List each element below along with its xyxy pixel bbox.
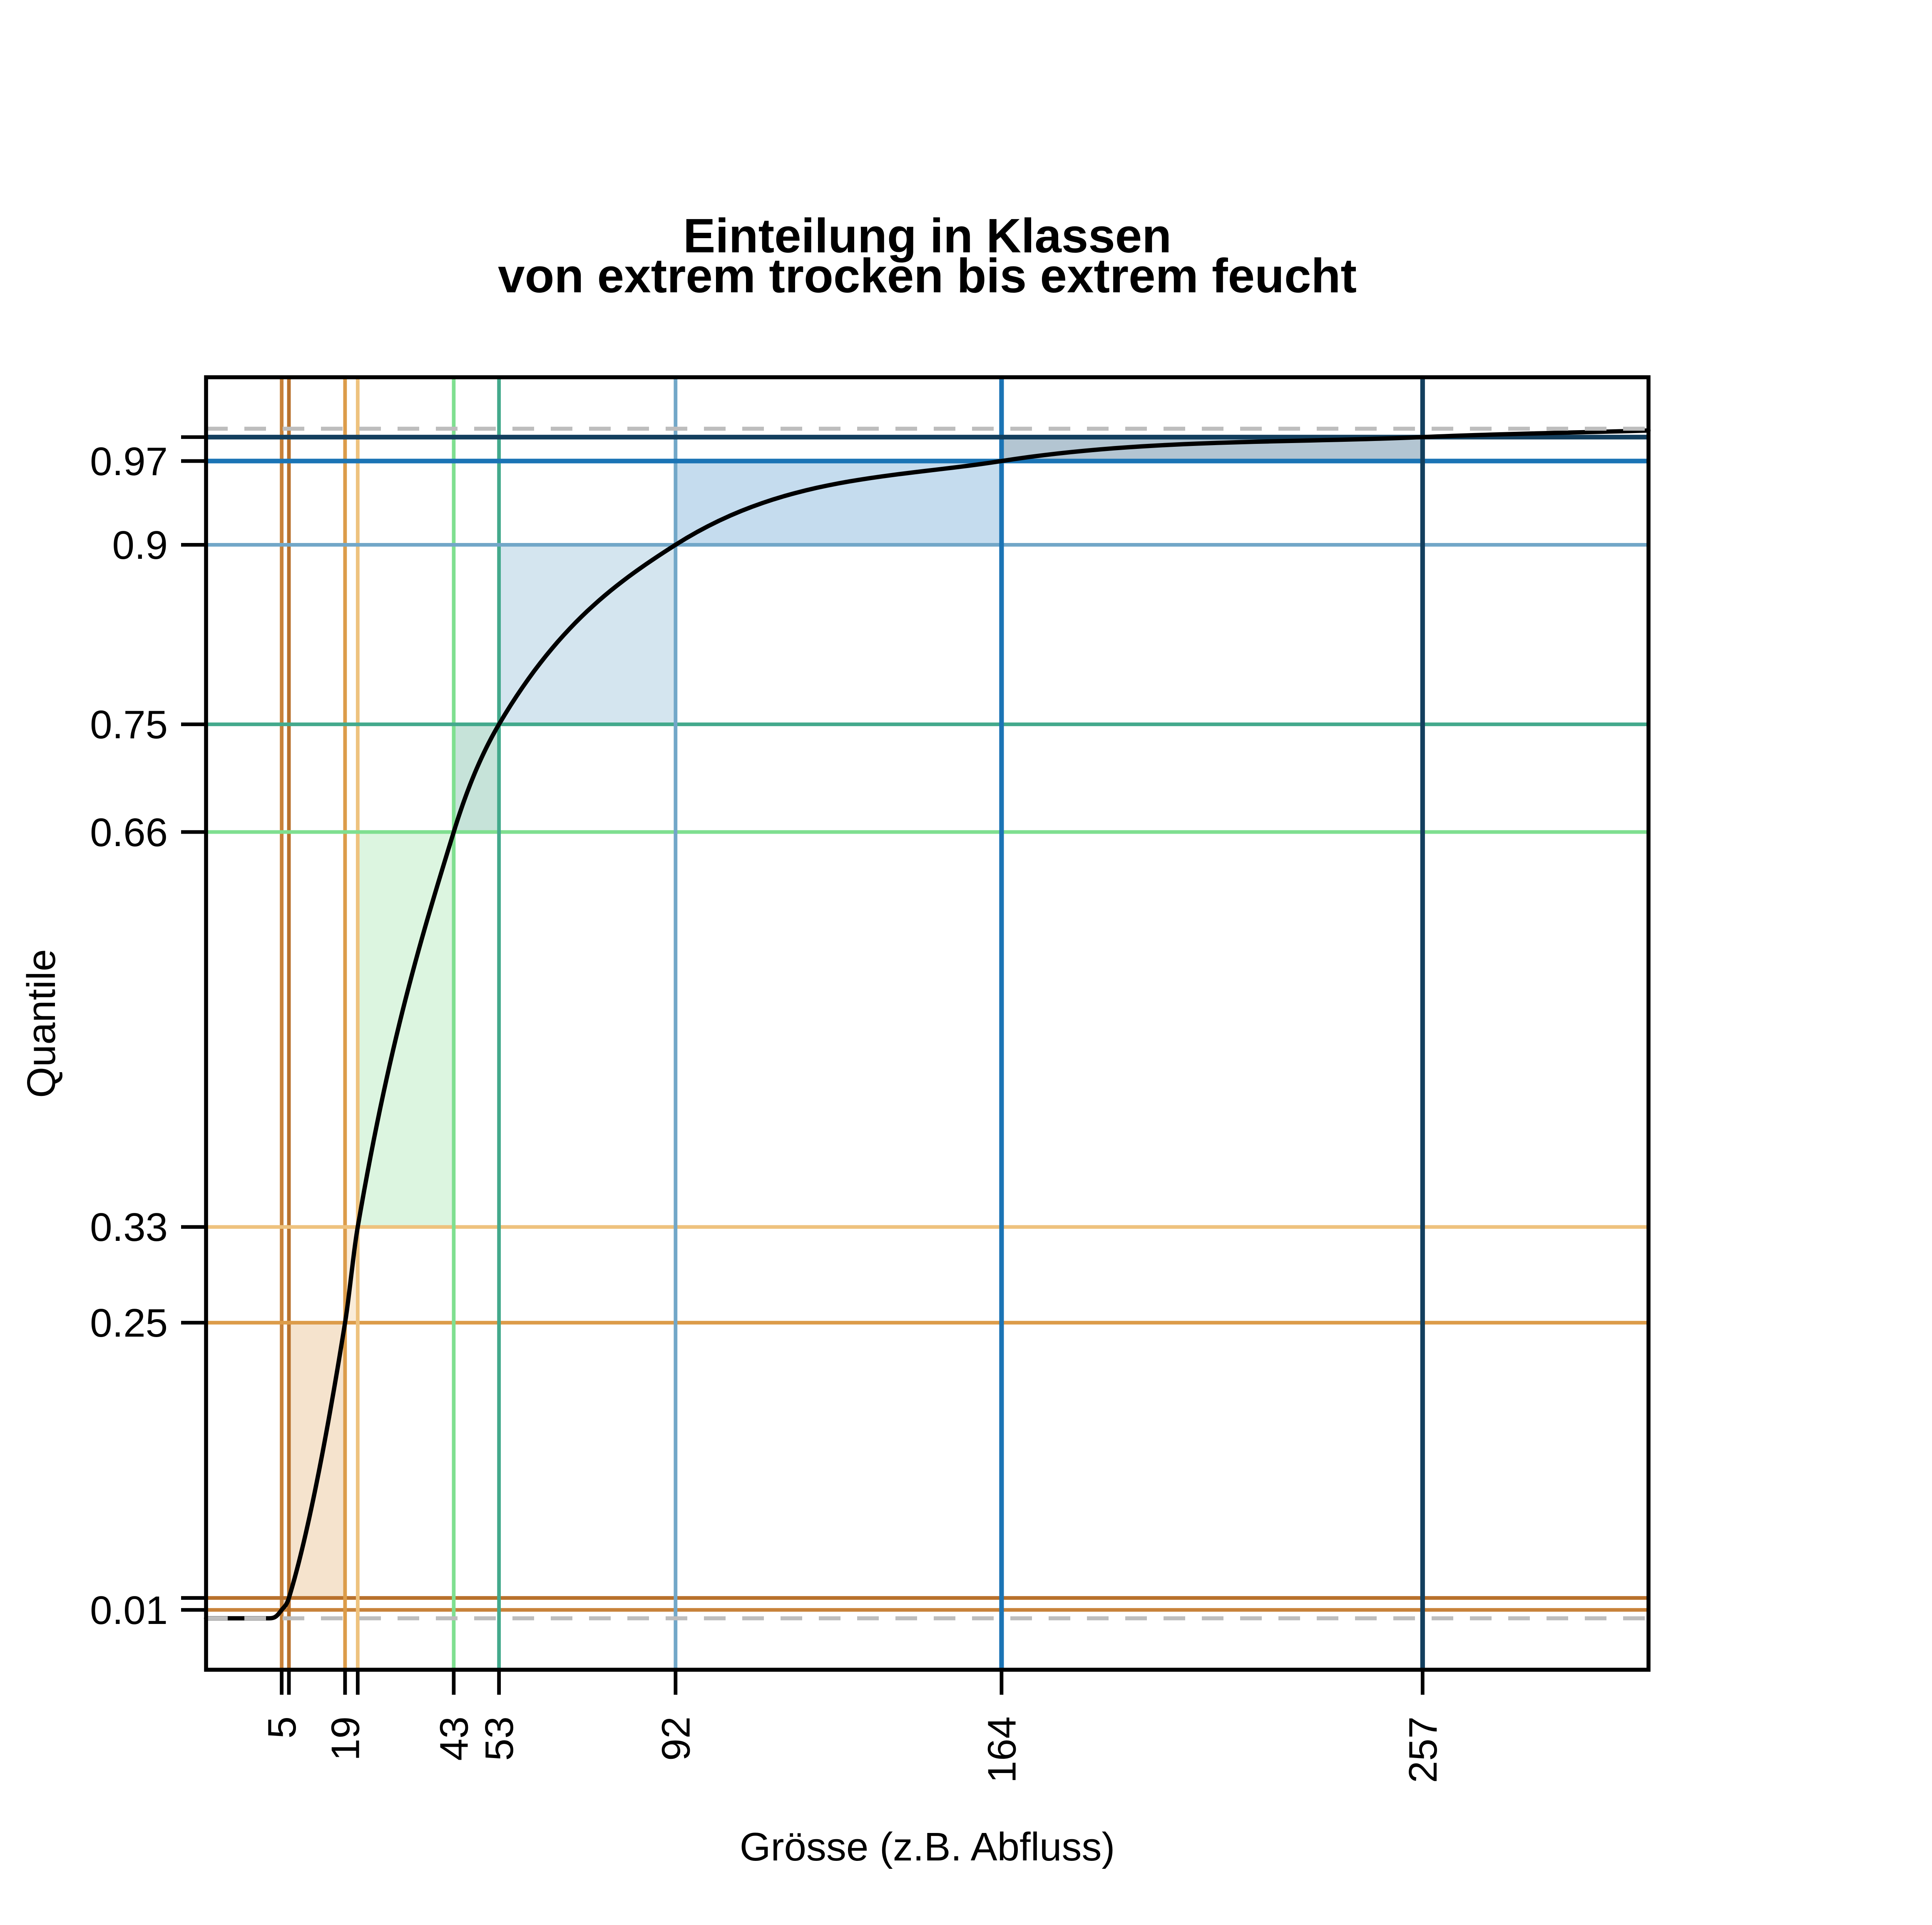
x-tick-label: 92 bbox=[654, 1716, 698, 1761]
class-region bbox=[358, 832, 454, 1227]
chart-title-line2: von extrem trocken bis extrem feucht bbox=[498, 249, 1357, 303]
class-region bbox=[499, 545, 676, 725]
y-tick-label: 0.33 bbox=[90, 1205, 168, 1250]
y-tick-label: 0.9 bbox=[112, 523, 168, 568]
x-tick-label: 5 bbox=[260, 1716, 304, 1738]
class-region-fills bbox=[281, 437, 1423, 1610]
y-tick-label: 0.66 bbox=[90, 810, 168, 855]
x-axis-label: Grösse (z.B. Abfluss) bbox=[740, 1825, 1115, 1869]
ecdf-curve-layer bbox=[204, 428, 1651, 1621]
x-tick-label: 257 bbox=[1401, 1716, 1445, 1783]
y-tick-label: 0.01 bbox=[90, 1588, 168, 1633]
axis-tick-labels: 0.01 5 0.25 19 0.33 0.66 43 0.75 53 0.9 92 0.97 164 2… bbox=[90, 439, 1445, 1783]
y-tick-label: 0.97 bbox=[90, 439, 168, 484]
y-axis-label: Quantile bbox=[19, 949, 64, 1098]
y-tick-label: 0.25 bbox=[90, 1301, 168, 1345]
chart-title-line1: Einteilung in Klassen bbox=[683, 209, 1171, 263]
x-tick-label: 164 bbox=[980, 1716, 1024, 1783]
quantile-lines bbox=[206, 377, 1649, 1670]
plot-box-layer bbox=[204, 375, 1651, 1672]
ecdf-curve bbox=[204, 428, 1651, 1621]
bound-dashed-lines bbox=[206, 426, 1649, 1621]
axis-ticks bbox=[181, 435, 1425, 1695]
x-tick-label: 53 bbox=[477, 1716, 522, 1761]
plot-box bbox=[204, 375, 1651, 1672]
class-region bbox=[675, 461, 1002, 545]
x-tick-label: 19 bbox=[323, 1716, 368, 1761]
y-tick-label: 0.75 bbox=[90, 702, 168, 747]
x-tick-label: 43 bbox=[432, 1716, 477, 1761]
